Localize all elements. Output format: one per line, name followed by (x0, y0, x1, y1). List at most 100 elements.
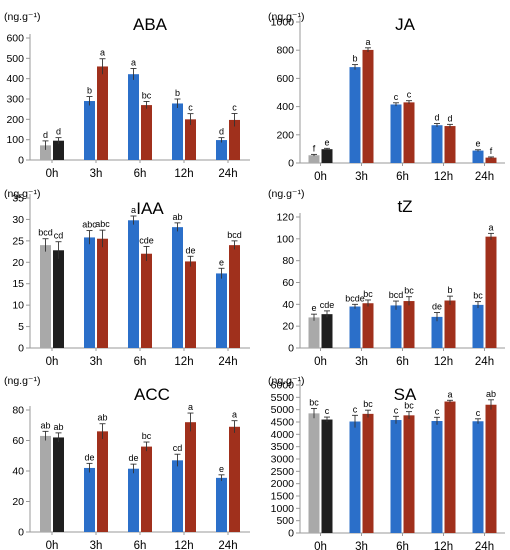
significance-label: bc (142, 431, 152, 441)
bar (141, 446, 152, 532)
x-tick-label: 6h (134, 356, 147, 368)
bar (185, 422, 196, 532)
bar (403, 415, 415, 533)
bar (349, 306, 361, 348)
bar (362, 303, 374, 348)
bar (141, 105, 152, 160)
significance-label: bc (142, 90, 152, 100)
bar (40, 145, 51, 160)
bar (472, 304, 484, 348)
y-tick-label: 20 (282, 321, 294, 333)
y-tick-label: 15 (12, 278, 24, 290)
bar (485, 236, 497, 348)
bar (444, 401, 456, 533)
x-tick-label: 0h (46, 356, 59, 368)
significance-label: bcd (227, 230, 242, 240)
bar (40, 245, 51, 348)
bar (444, 300, 456, 348)
x-tick-label: 24h (475, 171, 494, 183)
bar (172, 460, 183, 532)
bar (403, 102, 415, 163)
significance-label: e (219, 257, 224, 267)
y-tick-label: 120 (276, 212, 294, 224)
bar (216, 477, 227, 532)
significance-label: a (188, 402, 193, 412)
significance-label: cd (173, 443, 183, 453)
y-tick-label: 600 (276, 73, 294, 85)
y-tick-label: 35 (12, 193, 24, 205)
panel-title: ABA (133, 15, 168, 34)
significance-label: a (232, 410, 237, 420)
y-tick-label: 60 (282, 277, 294, 289)
significance-label: e (475, 139, 480, 149)
panel-title: ACC (134, 385, 170, 404)
bar (128, 220, 139, 348)
significance-label: bc (309, 397, 319, 407)
significance-label: b (175, 88, 180, 98)
bar (97, 66, 108, 160)
y-tick-label: 0 (288, 528, 294, 540)
significance-label: d (219, 127, 224, 137)
y-tick-label: 100 (276, 233, 294, 245)
y-tick-label: 80 (282, 255, 294, 267)
significance-label: c (353, 404, 358, 414)
significance-label: e (219, 464, 224, 474)
significance-label: cd (54, 231, 64, 241)
x-tick-label: 0h (46, 540, 59, 550)
y-tick-label: 0 (288, 158, 294, 170)
bar (321, 314, 333, 348)
significance-label: c (325, 406, 330, 416)
bar (128, 468, 139, 532)
significance-label: de (128, 453, 138, 463)
significance-label: f (490, 146, 493, 156)
panel-title: SA (394, 385, 417, 404)
significance-label: bcde (345, 293, 365, 303)
x-tick-label: 6h (396, 356, 409, 368)
x-tick-label: 3h (90, 356, 103, 368)
x-tick-label: 6h (396, 541, 409, 550)
bar (349, 67, 361, 163)
y-tick-label: 100 (6, 134, 24, 146)
significance-label: bc (473, 291, 483, 301)
bar (185, 261, 196, 348)
bar (53, 140, 64, 160)
bar (216, 273, 227, 348)
y-tick-label: 60 (12, 435, 24, 447)
bar (40, 435, 51, 532)
x-tick-label: 0h (314, 356, 327, 368)
significance-label: e (324, 137, 329, 147)
significance-label: abc (95, 219, 110, 229)
bar (349, 421, 361, 533)
x-tick-label: 12h (174, 540, 193, 550)
bar (97, 238, 108, 348)
x-tick-label: 0h (314, 541, 327, 550)
significance-label: a (447, 389, 452, 399)
x-tick-label: 3h (355, 541, 368, 550)
y-tick-label: 200 (6, 114, 24, 126)
x-tick-label: 24h (218, 540, 237, 550)
y-tick-label: 6000 (271, 380, 295, 392)
y-tick-label: 10 (12, 300, 24, 312)
bar (321, 419, 333, 533)
significance-label: de (84, 452, 94, 462)
y-tick-label: 0 (288, 343, 294, 355)
bar (444, 126, 456, 163)
significance-label: bc (404, 286, 414, 296)
y-tick-label: 200 (276, 129, 294, 141)
significance-label: bc (363, 289, 373, 299)
y-tick-label: 4500 (271, 417, 295, 429)
y-unit-label: (ng.g⁻¹) (268, 11, 304, 23)
bar (84, 101, 95, 160)
y-tick-label: 600 (6, 33, 24, 45)
y-tick-label: 2000 (271, 478, 295, 490)
bar (308, 155, 320, 163)
y-tick-label: 800 (276, 45, 294, 57)
y-tick-label: 500 (6, 53, 24, 65)
significance-label: bc (363, 399, 373, 409)
bar (308, 413, 320, 533)
y-tick-label: 1000 (271, 17, 295, 29)
bar (431, 316, 443, 348)
bar (128, 74, 139, 160)
